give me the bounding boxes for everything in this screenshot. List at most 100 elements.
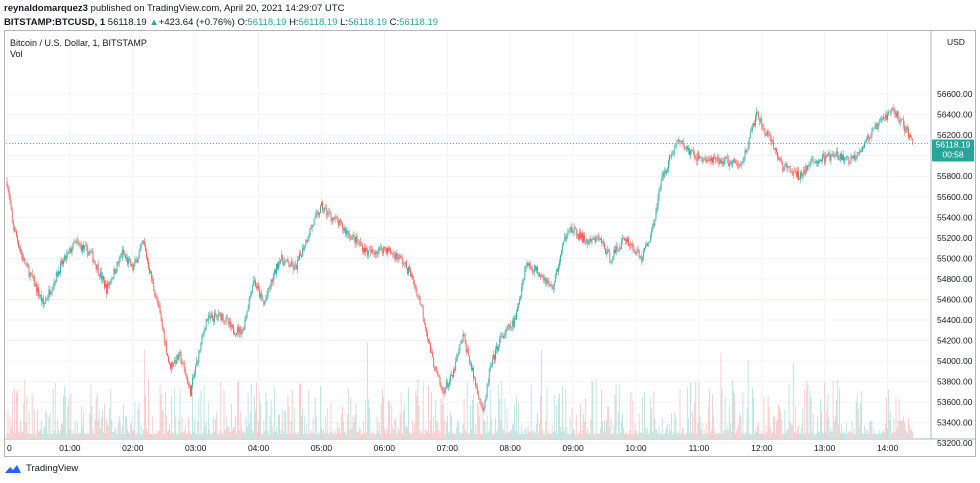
candle-body	[712, 157, 713, 163]
candle-body	[165, 342, 167, 354]
candle-body	[339, 220, 341, 222]
volume-bar	[337, 429, 339, 438]
candle-body	[759, 118, 761, 122]
volume-bar	[302, 407, 304, 438]
volume-bar	[691, 433, 692, 438]
candle-body	[327, 213, 329, 216]
volume-bar	[428, 385, 429, 438]
volume-bar	[469, 405, 471, 438]
candle-body	[649, 242, 651, 243]
volume-bar	[649, 432, 651, 438]
candle-body	[376, 252, 378, 254]
candle-body	[881, 118, 883, 120]
volume-bar	[74, 420, 76, 438]
candle-body	[619, 247, 621, 250]
candle-body	[397, 258, 399, 260]
candle-body	[860, 150, 862, 152]
volume-bar	[435, 399, 437, 438]
candle-body	[390, 248, 392, 254]
candle-body	[630, 244, 632, 246]
volume-bar	[165, 415, 167, 438]
volume-bar	[490, 418, 492, 438]
candle-body	[346, 230, 348, 234]
volume-bar	[618, 384, 620, 438]
candle-body	[681, 140, 683, 142]
volume-bar	[653, 391, 655, 438]
candle-body	[766, 131, 768, 136]
candle-body	[294, 264, 296, 266]
volume-legend[interactable]: Vol	[10, 49, 23, 59]
candle-body	[122, 249, 124, 255]
time-tick-label: 14:00	[877, 443, 899, 453]
candle-body	[776, 147, 777, 153]
volume-bar	[620, 421, 622, 438]
candle-body	[224, 321, 226, 322]
candle-body	[306, 240, 308, 243]
volume-bar	[505, 433, 507, 438]
candle-body	[84, 245, 85, 250]
candle-body	[299, 253, 300, 260]
footer-brand[interactable]: TradingView	[4, 463, 78, 474]
candle-body	[264, 300, 266, 305]
candle-body	[381, 250, 383, 254]
volume-bar	[355, 403, 357, 438]
candle-body	[209, 316, 211, 318]
volume-bar	[580, 403, 581, 438]
candle-body	[800, 172, 801, 180]
volume-bar	[728, 406, 730, 438]
candle-body	[203, 330, 205, 334]
volume-bar	[742, 392, 744, 438]
candle-body	[391, 253, 393, 254]
currency-label[interactable]: USD	[947, 37, 965, 47]
volume-bar	[264, 431, 266, 438]
candle-body	[88, 252, 90, 256]
volume-bar	[562, 385, 564, 438]
candle-body	[466, 349, 468, 353]
volume-bar	[727, 430, 729, 438]
candle-body	[545, 277, 547, 284]
volume-bar	[607, 406, 609, 438]
volume-bar	[795, 433, 797, 438]
candle-body	[289, 266, 291, 267]
volume-bar	[90, 384, 92, 438]
close-label: C:	[389, 17, 400, 28]
candle-body	[293, 264, 295, 270]
volume-bar	[87, 433, 89, 438]
candle-body	[498, 346, 500, 351]
candle-body	[756, 111, 757, 117]
candle-body	[500, 335, 502, 339]
chart-panel[interactable]	[4, 30, 976, 457]
candle-body	[64, 255, 66, 261]
candle-body	[505, 329, 507, 335]
candle-body	[762, 125, 764, 128]
volume-bar	[393, 429, 395, 438]
candle-body	[254, 280, 255, 282]
candle-body	[419, 296, 421, 305]
candle-body	[654, 219, 656, 226]
candle-body	[676, 140, 678, 145]
candle-body	[287, 259, 289, 263]
volume-bar	[215, 419, 217, 438]
series-legend[interactable]: Bitcoin / U.S. Dollar, 1, BITSTAMP	[10, 38, 147, 48]
volume-bar	[765, 424, 767, 438]
candle-body	[399, 255, 401, 256]
volume-bar	[864, 425, 865, 438]
candle-body	[620, 240, 622, 250]
candle-body	[790, 170, 792, 173]
volume-bar	[23, 403, 25, 438]
candle-body	[423, 318, 425, 323]
volume-bar	[590, 419, 592, 438]
candle-body	[628, 238, 630, 246]
volume-bar	[177, 433, 179, 438]
candle-body	[673, 152, 675, 155]
candle-body	[879, 119, 881, 122]
author-name[interactable]: reynaldomarquez3	[4, 3, 88, 14]
candle-body	[686, 145, 688, 151]
candle-body	[858, 152, 860, 154]
candle-body	[677, 139, 679, 141]
candle-body	[852, 156, 854, 158]
brand-label: TradingView	[26, 463, 79, 474]
candle-body	[69, 248, 71, 252]
volume-bar	[149, 433, 150, 438]
